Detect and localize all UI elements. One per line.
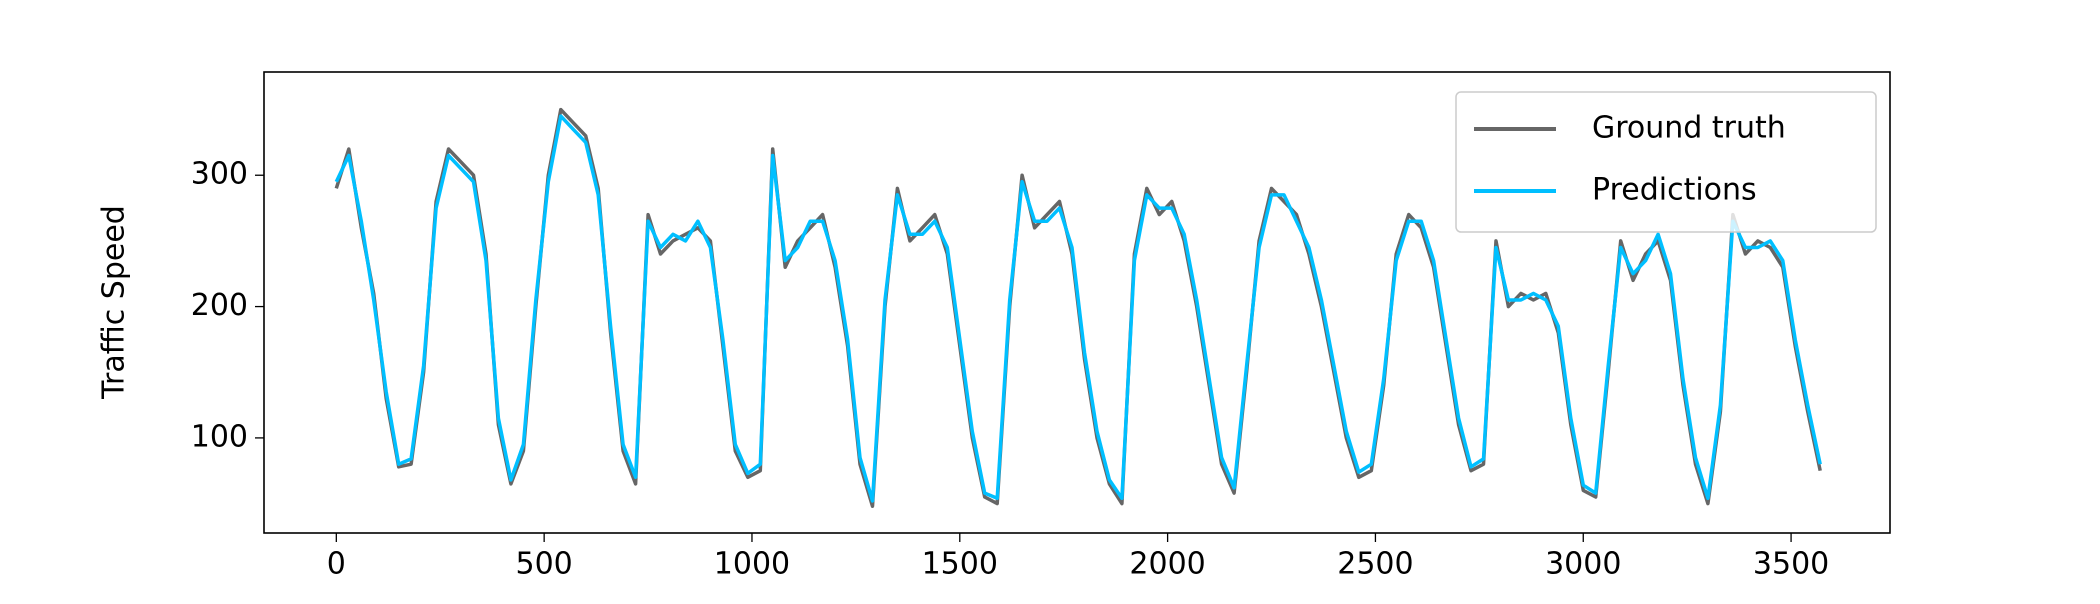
y-tick-label: 200 [191,288,248,323]
x-tick-label: 500 [516,547,573,582]
y-axis-label: Traffic Speed [97,205,132,400]
legend-box [1455,91,1877,233]
x-tick-label: 1000 [714,547,790,582]
legend: Ground truth Predictions [1455,91,1877,233]
x-tick-label: 2000 [1129,547,1205,582]
y-tick-label: 100 [191,419,248,454]
series-line [334,114,1822,503]
legend-label: Ground truth [1592,111,1786,146]
x-tick-label: 3000 [1545,547,1621,582]
x-tick-label: 3500 [1753,547,1829,582]
y-tick-label: 300 [191,157,248,192]
legend-label: Predictions [1592,173,1757,208]
x-tick-label: 1500 [922,547,998,582]
x-tick-label: 2500 [1337,547,1413,582]
plot-frame [263,71,1891,534]
x-tick-label: 0 [327,547,346,582]
